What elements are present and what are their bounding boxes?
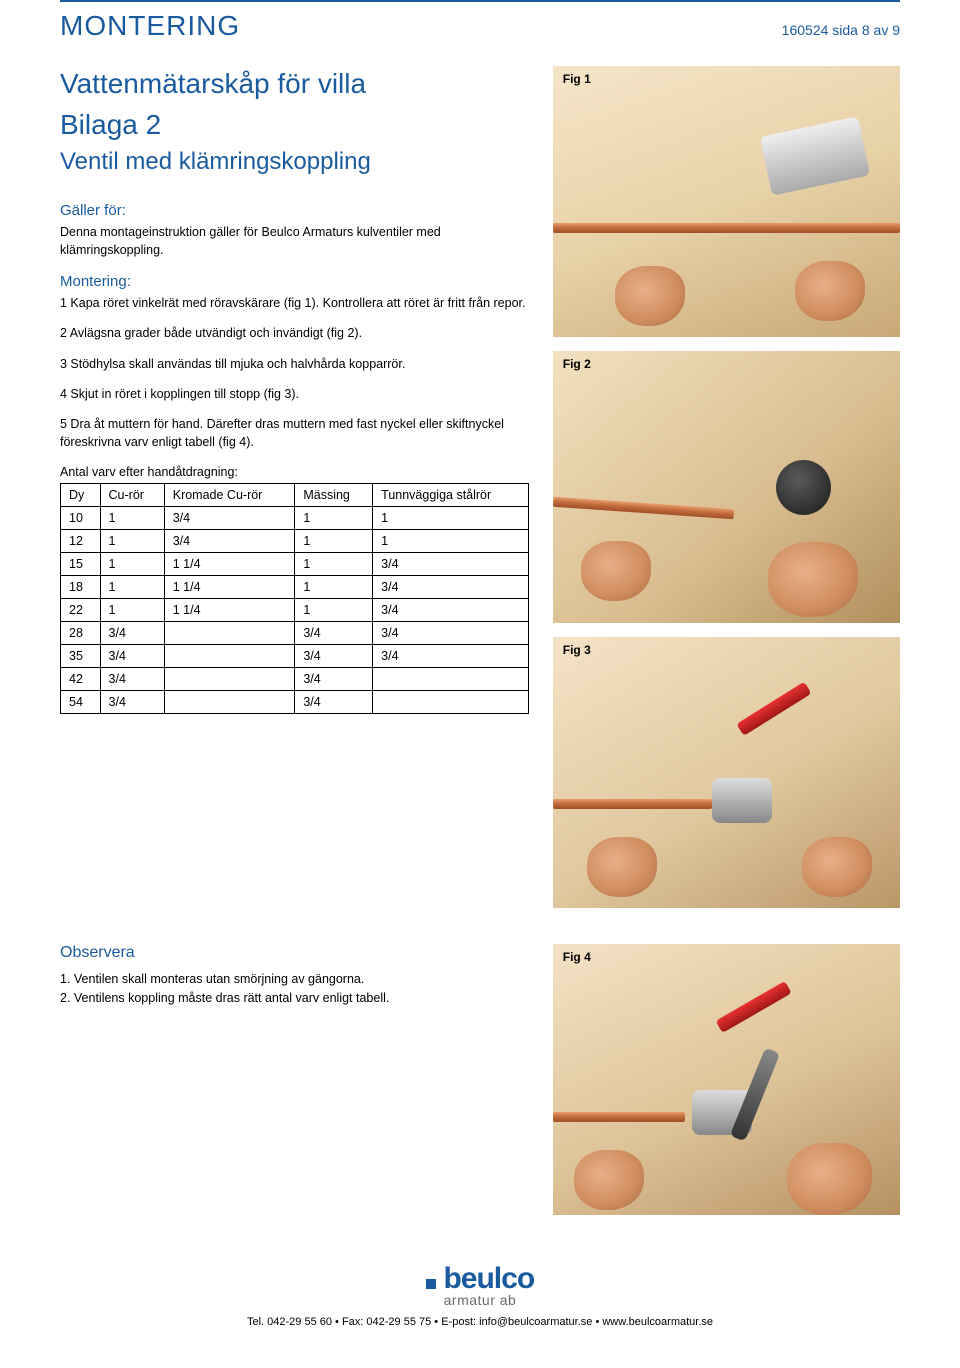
logo: beulco armatur ab: [426, 1265, 534, 1308]
table-cell: 1 1/4: [164, 576, 295, 599]
fig3-label: Fig 3: [563, 643, 591, 657]
table-cell: 3/4: [100, 645, 164, 668]
table-cell: [164, 691, 295, 714]
table-cell: 3/4: [295, 691, 373, 714]
table-cell: 10: [61, 507, 101, 530]
table-cell: 1: [100, 507, 164, 530]
step-4: 4 Skjut in röret i kopplingen till stopp…: [60, 385, 529, 403]
table-row: 1811 1/413/4: [61, 576, 529, 599]
logo-brand: beulco: [443, 1262, 534, 1295]
table-caption: Antal varv efter handåtdragning:: [60, 465, 529, 479]
step-3: 3 Stödhylsa skall användas till mjuka oc…: [60, 355, 529, 373]
table-cell: 3/4: [164, 530, 295, 553]
footer-contact: Tel. 042-29 55 60 • Fax: 042-29 55 75 • …: [60, 1316, 900, 1328]
figure-3: Fig 3: [553, 637, 900, 908]
table-cell: 12: [61, 530, 101, 553]
table-cell: 3/4: [164, 507, 295, 530]
fig2-label: Fig 2: [563, 357, 591, 371]
fig4-label: Fig 4: [563, 950, 591, 964]
table-cell: 3/4: [373, 645, 529, 668]
table-cell: 1: [295, 576, 373, 599]
table-cell: 1: [295, 530, 373, 553]
table-cell: [373, 668, 529, 691]
table-row: 1511 1/413/4: [61, 553, 529, 576]
table-cell: 1: [100, 530, 164, 553]
montering-head: Montering:: [60, 273, 529, 290]
table-cell: 3/4: [295, 668, 373, 691]
table-cell: 3/4: [100, 668, 164, 691]
table-cell: [373, 691, 529, 714]
figure-2: Fig 2: [553, 351, 900, 622]
col-stalror: Tunnväggiga stålrör: [373, 484, 529, 507]
table-cell: 1: [295, 553, 373, 576]
table-cell: 1: [373, 530, 529, 553]
col-cu: Cu-rör: [100, 484, 164, 507]
step-2: 2 Avlägsna grader både utvändigt och inv…: [60, 324, 529, 342]
table-cell: 1 1/4: [164, 599, 295, 622]
table-cell: 35: [61, 645, 101, 668]
subtitle: Ventil med klämringskoppling: [60, 148, 529, 176]
table-cell: 3/4: [373, 622, 529, 645]
page-info: 160524 sida 8 av 9: [782, 22, 900, 38]
col-massing: Mässing: [295, 484, 373, 507]
galler-head: Gäller för:: [60, 202, 529, 219]
table-row: 2211 1/413/4: [61, 599, 529, 622]
table-cell: 1: [100, 553, 164, 576]
table-row: 543/43/4: [61, 691, 529, 714]
table-cell: 3/4: [100, 622, 164, 645]
galler-body: Denna montageinstruktion gäller för Beul…: [60, 223, 529, 259]
table-cell: 1 1/4: [164, 553, 295, 576]
table-cell: [164, 622, 295, 645]
observera-head: Observera: [60, 944, 529, 962]
table-cell: 1: [295, 507, 373, 530]
table-cell: 54: [61, 691, 101, 714]
fig1-label: Fig 1: [563, 72, 591, 86]
header-montering: MONTERING: [60, 10, 240, 42]
table-cell: [164, 668, 295, 691]
table-cell: 18: [61, 576, 101, 599]
table-cell: [164, 645, 295, 668]
turns-table: Dy Cu-rör Kromade Cu-rör Mässing Tunnväg…: [60, 483, 529, 714]
table-cell: 3/4: [295, 622, 373, 645]
table-cell: 22: [61, 599, 101, 622]
observera-line-1: 1. Ventilen skall monteras utan smörjnin…: [60, 970, 529, 989]
table-row: 1013/411: [61, 507, 529, 530]
table-cell: 28: [61, 622, 101, 645]
col-dy: Dy: [61, 484, 101, 507]
observera-line-2: 2. Ventilens koppling måste dras rätt an…: [60, 989, 529, 1008]
table-row: 423/43/4: [61, 668, 529, 691]
step-5: 5 Dra åt muttern för hand. Därefter dras…: [60, 415, 529, 451]
table-cell: 1: [100, 576, 164, 599]
table-cell: 3/4: [373, 576, 529, 599]
step-1-text: 1 Kapa röret vinkelrät med röravskärare …: [60, 296, 525, 310]
table-row: 353/43/43/4: [61, 645, 529, 668]
logo-square-icon: [426, 1279, 436, 1289]
table-cell: 3/4: [295, 645, 373, 668]
table-cell: 1: [100, 599, 164, 622]
figure-4: Fig 4: [553, 944, 900, 1215]
col-kromade: Kromade Cu-rör: [164, 484, 295, 507]
table-cell: 15: [61, 553, 101, 576]
footer: beulco armatur ab Tel. 042-29 55 60 • Fa…: [60, 1265, 900, 1328]
step-1: 1 Kapa röret vinkelrät med röravskärare …: [60, 294, 529, 312]
table-cell: 3/4: [373, 599, 529, 622]
table-cell: 1: [295, 599, 373, 622]
bilaga-title: Bilaga 2: [60, 107, 529, 142]
table-row: 1213/411: [61, 530, 529, 553]
figure-1: Fig 1: [553, 66, 900, 337]
table-row: 283/43/43/4: [61, 622, 529, 645]
table-cell: 42: [61, 668, 101, 691]
table-cell: 1: [373, 507, 529, 530]
table-cell: 3/4: [373, 553, 529, 576]
table-cell: 3/4: [100, 691, 164, 714]
main-title: Vattenmätarskåp för villa: [60, 66, 529, 101]
